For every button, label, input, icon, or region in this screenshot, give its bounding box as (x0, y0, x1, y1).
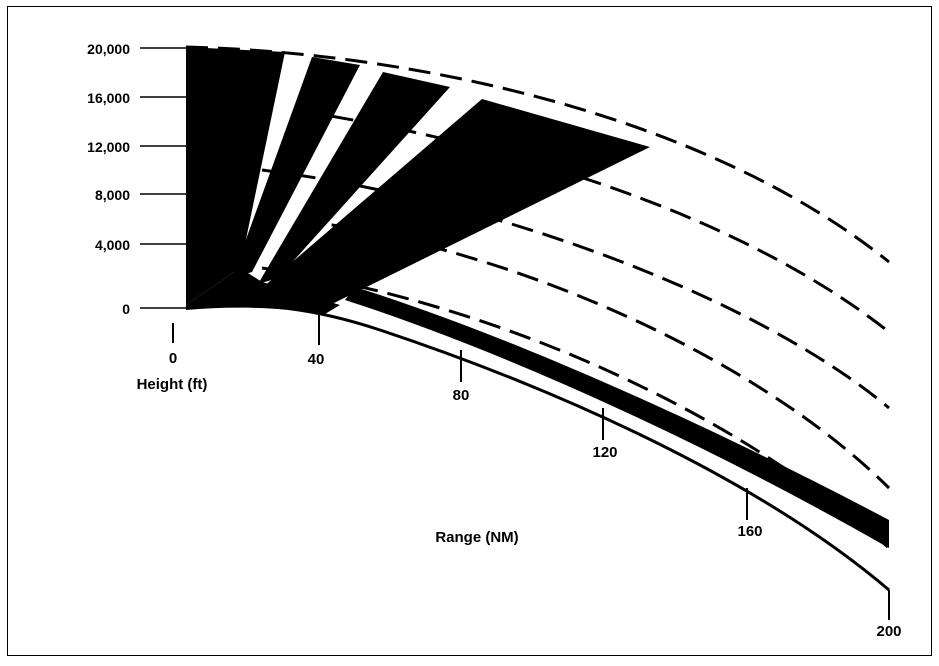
lobe-1 (186, 47, 285, 305)
range-tick-label: 40 (308, 351, 325, 368)
height-tick-label: 0 (122, 301, 130, 317)
ground-band (345, 287, 889, 548)
height-arc-4000 (261, 266, 890, 550)
height-tick-label: 12,000 (87, 139, 130, 155)
range-tick-label: 80 (453, 387, 470, 404)
earth-curve (185, 303, 890, 592)
range-tick-label: 160 (737, 523, 762, 540)
range-tick-label: 200 (876, 623, 901, 640)
range-tick-label: 0 (169, 350, 177, 367)
height-tick-label: 4,000 (95, 237, 130, 253)
height-tick-label: 16,000 (87, 90, 130, 106)
height-arcs (185, 45, 891, 550)
diagram-border (7, 6, 932, 656)
height-axis-ticks (140, 47, 186, 309)
height-arc-12000 (261, 168, 890, 410)
lobe-4 (262, 99, 650, 305)
height-arc-20000 (185, 45, 890, 264)
range-axis-ticks (172, 313, 890, 620)
height-tick-label: 20,000 (87, 41, 130, 57)
range-tick-label: 120 (592, 444, 617, 461)
range-axis-title: Range (NM) (435, 529, 518, 546)
lobe-3 (258, 72, 450, 284)
height-arc-16000 (299, 109, 890, 334)
lobe-2 (232, 57, 360, 278)
base-coverage (186, 268, 340, 314)
height-tick-label: 8,000 (95, 187, 130, 203)
height-axis-title: Height (ft) (137, 376, 208, 393)
